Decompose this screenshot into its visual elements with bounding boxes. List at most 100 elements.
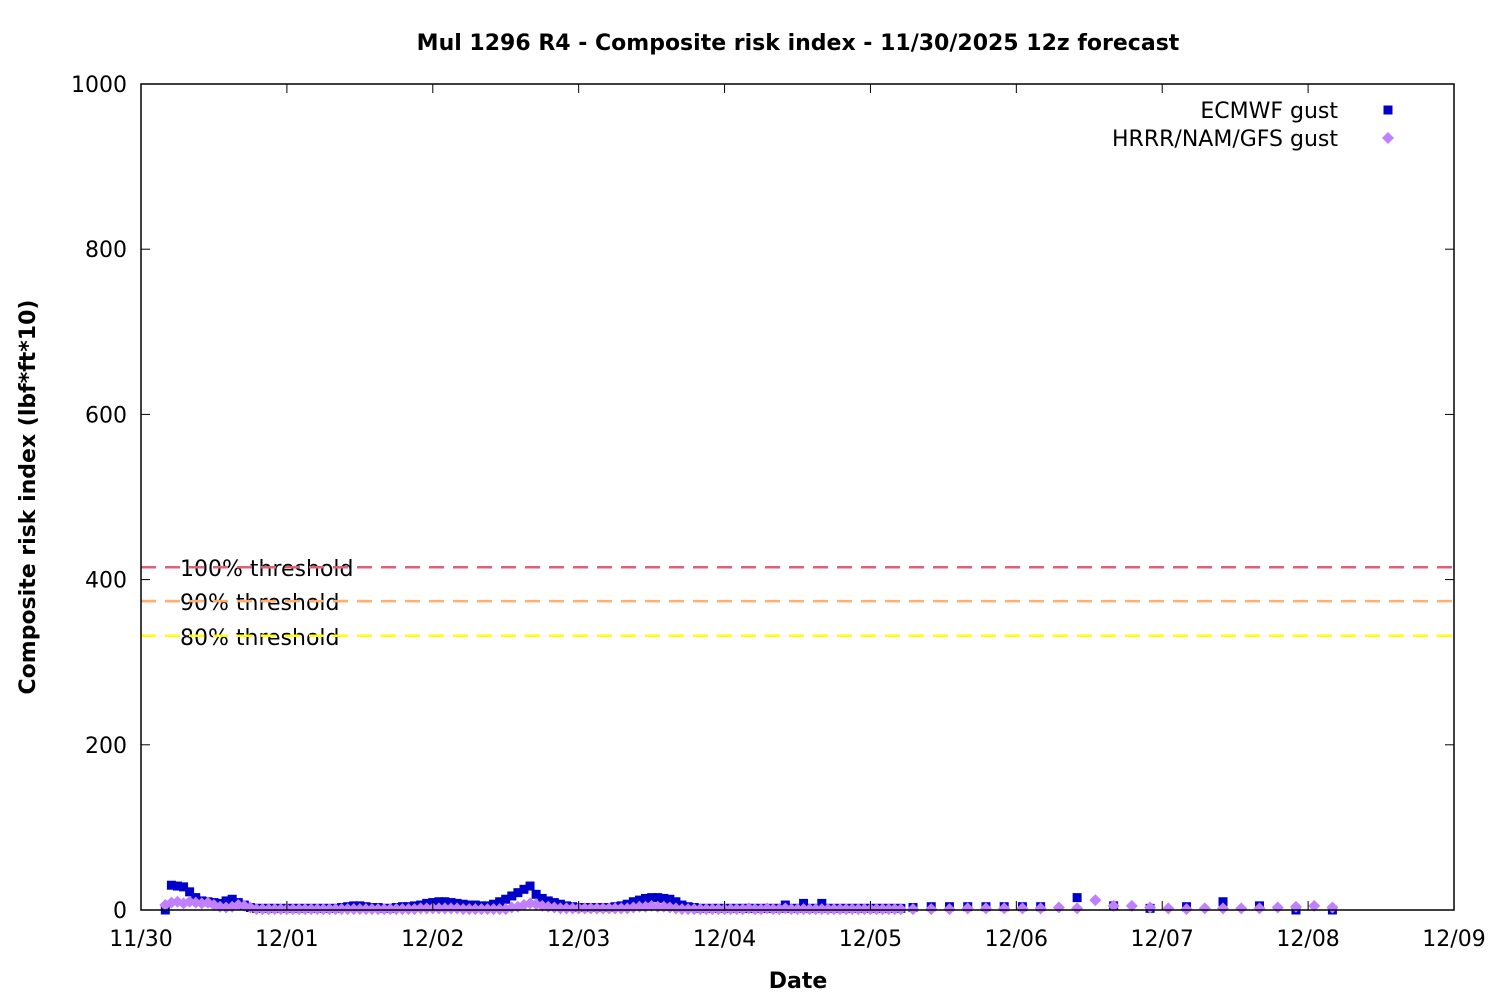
x-tick-label: 11/30 — [109, 927, 172, 952]
ecmwf-point — [525, 881, 535, 891]
ecmwf-point — [172, 881, 182, 891]
hrrr-point — [724, 903, 737, 916]
x-tick-label: 12/03 — [547, 927, 610, 952]
ecmwf-point — [653, 893, 663, 903]
hrrr-point — [834, 903, 847, 916]
hrrr-point — [566, 902, 579, 915]
hrrr-point — [894, 903, 907, 916]
hrrr-point — [487, 903, 500, 916]
ecmwf-point — [179, 882, 189, 892]
y-axis-title: Composite risk index (lbf*ft*10) — [16, 300, 41, 695]
hrrr-point — [286, 903, 299, 916]
x-tick-label: 12/09 — [1422, 927, 1485, 952]
hrrr-point — [262, 903, 275, 916]
ecmwf-point — [227, 894, 237, 904]
ecmwf-point — [513, 888, 523, 898]
hrrr-point — [615, 902, 628, 915]
ecmwf-point — [501, 894, 511, 904]
hrrr-point — [481, 903, 494, 916]
hrrr-point — [688, 903, 701, 916]
hrrr-point — [1235, 902, 1248, 915]
ecmwf-point — [166, 880, 176, 890]
hrrr-point — [347, 903, 360, 916]
y-tick-label: 800 — [85, 238, 127, 263]
ecmwf-point — [507, 891, 517, 901]
hrrr-point — [359, 903, 372, 916]
ecmwf-point — [1218, 897, 1228, 907]
hrrr-point — [712, 903, 725, 916]
hrrr-point — [420, 902, 433, 915]
hrrr-point — [1198, 902, 1211, 915]
hrrr-point — [293, 903, 306, 916]
hrrr-point — [809, 903, 822, 916]
hrrr-point — [906, 903, 919, 916]
hrrr-point — [943, 903, 956, 916]
hrrr-point — [1217, 902, 1230, 915]
hrrr-point — [372, 903, 385, 916]
y-tick-label: 1000 — [71, 73, 127, 98]
hrrr-point — [676, 903, 689, 916]
x-axis-title: Date — [769, 969, 828, 994]
hrrr-point — [1271, 901, 1284, 914]
ecmwf-point — [671, 897, 681, 907]
hrrr-point — [840, 903, 853, 916]
hrrr-point — [748, 903, 761, 916]
hrrr-point — [1089, 894, 1102, 907]
hrrr-point — [457, 903, 470, 916]
hrrr-point — [961, 902, 974, 915]
hrrr-point — [317, 903, 330, 916]
hrrr-point — [463, 903, 476, 916]
ecmwf-point — [434, 897, 444, 907]
hrrr-point — [1107, 899, 1120, 912]
legend-marker — [1382, 132, 1394, 144]
hrrr-point — [469, 903, 482, 916]
threshold-label: 100% threshold — [180, 557, 354, 582]
hrrr-point — [706, 903, 719, 916]
hrrr-point — [925, 903, 938, 916]
x-tick-label: 12/01 — [255, 927, 318, 952]
hrrr-point — [578, 902, 591, 915]
hrrr-point — [1308, 899, 1321, 912]
hrrr-point — [603, 902, 616, 915]
ecmwf-point — [537, 893, 547, 903]
hrrr-point — [438, 902, 451, 915]
hrrr-point — [584, 902, 597, 915]
hrrr-point — [256, 903, 269, 916]
hrrr-point — [694, 903, 707, 916]
hrrr-point — [1016, 902, 1029, 915]
chart-title: Mul 1296 R4 - Composite risk index - 11/… — [417, 31, 1180, 56]
hrrr-point — [329, 903, 342, 916]
hrrr-point — [876, 903, 889, 916]
hrrr-point — [445, 902, 458, 915]
y-tick-label: 600 — [85, 403, 127, 428]
hrrr-point — [1180, 903, 1193, 916]
hrrr-point — [396, 903, 409, 916]
hrrr-point — [390, 903, 403, 916]
hrrr-point — [1052, 901, 1065, 914]
hrrr-point — [268, 903, 281, 916]
hrrr-point — [341, 903, 354, 916]
x-tick-label: 12/05 — [839, 927, 902, 952]
hrrr-point — [682, 903, 695, 916]
hrrr-point — [979, 902, 992, 915]
hrrr-point — [827, 903, 840, 916]
hrrr-point — [815, 903, 828, 916]
hrrr-point — [870, 903, 883, 916]
hrrr-point — [609, 902, 622, 915]
plot-frame — [140, 83, 1455, 911]
x-tick-label: 12/02 — [401, 927, 464, 952]
hrrr-point — [803, 903, 816, 916]
y-tick-label: 400 — [85, 569, 127, 594]
hrrr-point — [402, 903, 415, 916]
hrrr-point — [858, 903, 871, 916]
hrrr-point — [1034, 902, 1047, 915]
ecmwf-point — [185, 887, 195, 897]
x-tick-label: 12/06 — [985, 927, 1048, 952]
hrrr-point — [700, 903, 713, 916]
ecmwf-point — [221, 896, 231, 906]
ecmwf-point — [665, 894, 675, 904]
hrrr-point — [493, 903, 506, 916]
hrrr-point — [1253, 902, 1266, 915]
x-tick-label: 12/08 — [1276, 927, 1339, 952]
